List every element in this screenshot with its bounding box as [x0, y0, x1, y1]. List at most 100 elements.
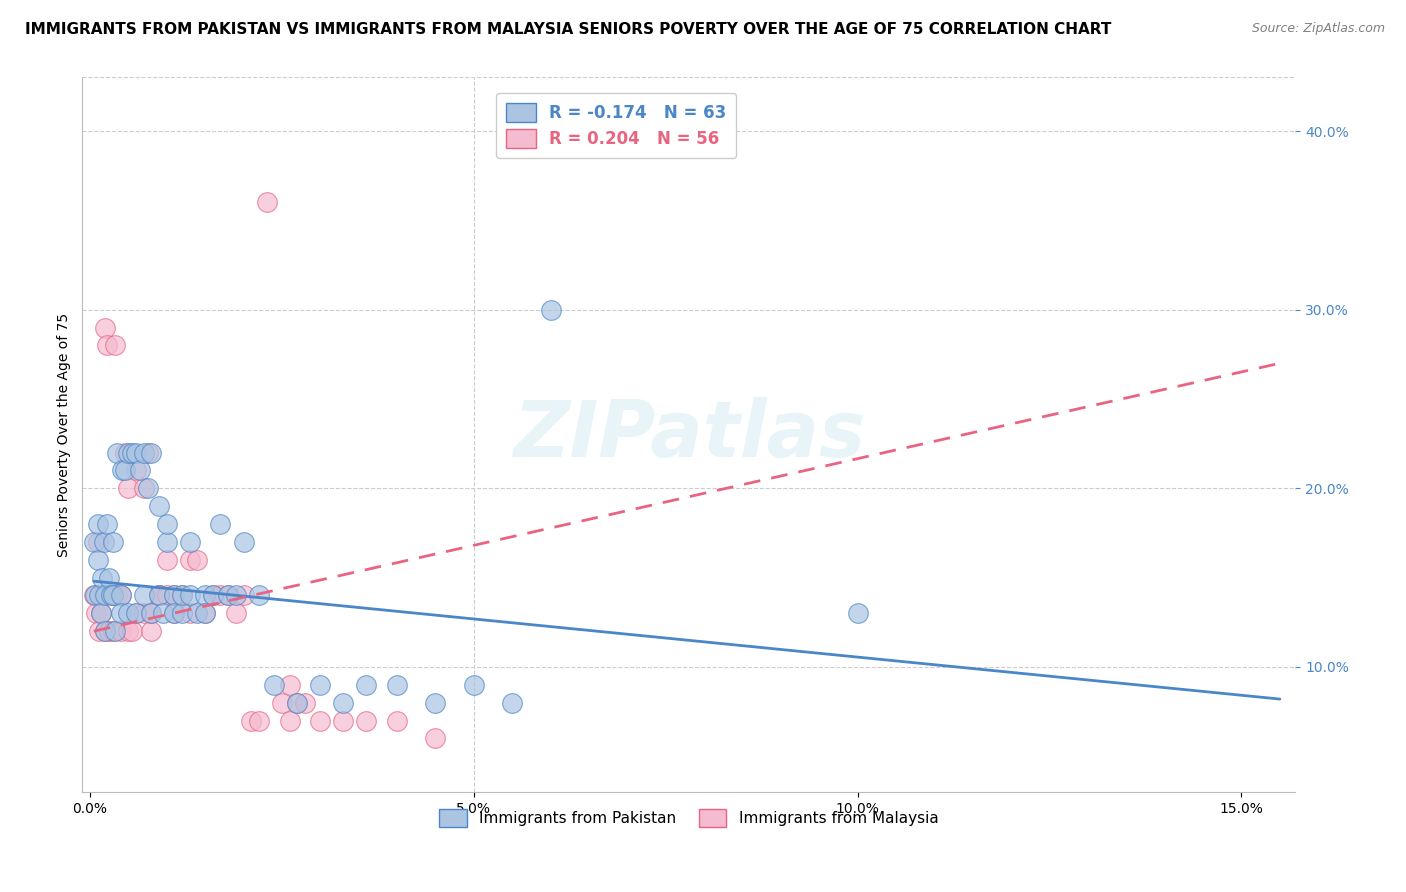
Point — [125, 463, 148, 477]
Point — [232, 589, 254, 603]
Point — [111, 463, 134, 477]
Point — [278, 678, 301, 692]
Point — [91, 571, 114, 585]
Point — [225, 589, 247, 603]
Point — [84, 589, 107, 603]
Point — [86, 516, 108, 531]
Point — [425, 731, 447, 746]
Point — [100, 589, 122, 603]
Point — [105, 589, 128, 603]
Point — [179, 534, 201, 549]
Point — [110, 589, 132, 603]
Point — [90, 607, 112, 621]
Point — [141, 445, 163, 459]
Point — [256, 195, 278, 210]
Point — [247, 589, 270, 603]
Point — [309, 678, 332, 692]
Point — [132, 481, 155, 495]
Point — [98, 624, 121, 639]
Point — [148, 499, 170, 513]
Point — [90, 607, 112, 621]
Point — [270, 696, 292, 710]
Point — [225, 607, 247, 621]
Point — [94, 589, 117, 603]
Point — [141, 607, 163, 621]
Point — [148, 589, 170, 603]
Point — [172, 607, 194, 621]
Point — [114, 445, 136, 459]
Point — [117, 481, 139, 495]
Point — [136, 481, 159, 495]
Point — [332, 714, 354, 728]
Point — [172, 589, 194, 603]
Point — [194, 589, 217, 603]
Point — [201, 589, 224, 603]
Point — [156, 553, 179, 567]
Point — [101, 534, 124, 549]
Point — [117, 607, 139, 621]
Point — [385, 714, 408, 728]
Point — [96, 338, 118, 352]
Point — [132, 445, 155, 459]
Point — [232, 534, 254, 549]
Point — [463, 678, 485, 692]
Point — [294, 696, 316, 710]
Point — [141, 624, 163, 639]
Point — [152, 607, 174, 621]
Point — [179, 607, 201, 621]
Point — [356, 678, 378, 692]
Point — [114, 463, 136, 477]
Point — [105, 445, 128, 459]
Point — [83, 534, 105, 549]
Text: IMMIGRANTS FROM PAKISTAN VS IMMIGRANTS FROM MALAYSIA SENIORS POVERTY OVER THE AG: IMMIGRANTS FROM PAKISTAN VS IMMIGRANTS F… — [25, 22, 1112, 37]
Point — [117, 445, 139, 459]
Point — [263, 678, 285, 692]
Point — [132, 607, 155, 621]
Text: Source: ZipAtlas.com: Source: ZipAtlas.com — [1251, 22, 1385, 36]
Point — [201, 589, 224, 603]
Point — [163, 607, 186, 621]
Text: ZIPatlas: ZIPatlas — [513, 397, 865, 473]
Point — [194, 607, 217, 621]
Point — [86, 534, 108, 549]
Point — [84, 607, 107, 621]
Point — [209, 516, 232, 531]
Point — [103, 624, 125, 639]
Point — [179, 589, 201, 603]
Point — [98, 571, 121, 585]
Point — [156, 589, 179, 603]
Point — [156, 516, 179, 531]
Point — [285, 696, 308, 710]
Point — [132, 589, 155, 603]
Point — [309, 714, 332, 728]
Point — [125, 445, 148, 459]
Point — [179, 553, 201, 567]
Point — [121, 445, 143, 459]
Point — [425, 696, 447, 710]
Y-axis label: Seniors Poverty Over the Age of 75: Seniors Poverty Over the Age of 75 — [58, 312, 72, 557]
Point — [846, 607, 869, 621]
Point — [101, 589, 124, 603]
Point — [83, 589, 105, 603]
Point — [96, 516, 118, 531]
Point — [125, 607, 148, 621]
Legend: Immigrants from Pakistan, Immigrants from Malaysia: Immigrants from Pakistan, Immigrants fro… — [432, 801, 946, 834]
Point — [240, 714, 263, 728]
Point — [93, 589, 115, 603]
Point — [110, 607, 132, 621]
Point — [163, 589, 186, 603]
Point — [356, 714, 378, 728]
Point — [121, 624, 143, 639]
Point — [148, 589, 170, 603]
Point — [247, 714, 270, 728]
Point — [110, 624, 132, 639]
Point — [110, 589, 132, 603]
Point — [148, 589, 170, 603]
Point — [217, 589, 239, 603]
Point — [101, 589, 124, 603]
Point — [332, 696, 354, 710]
Point — [156, 534, 179, 549]
Point — [89, 589, 111, 603]
Point — [209, 589, 232, 603]
Point — [101, 624, 124, 639]
